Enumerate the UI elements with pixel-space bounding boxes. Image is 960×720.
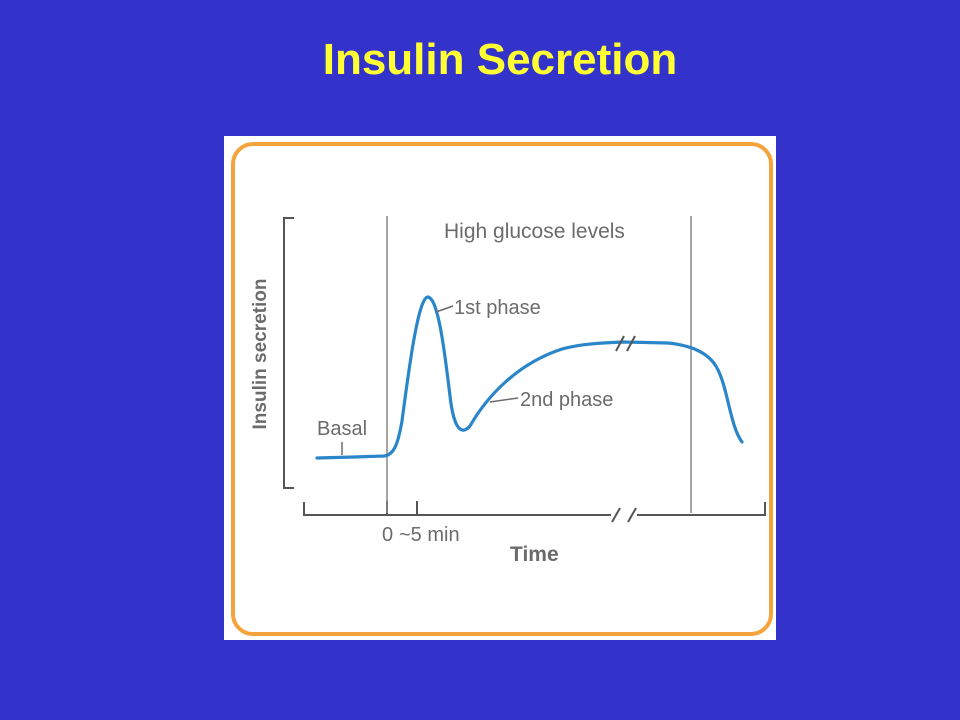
first-phase-leader	[435, 305, 454, 313]
curve-break-mark	[615, 335, 636, 352]
x-axis-label: Time	[510, 543, 559, 566]
basal-label: Basal	[317, 418, 367, 440]
high-glucose-label: High glucose levels	[444, 220, 625, 243]
second-phase-label: 2nd phase	[520, 389, 613, 411]
y-axis-bracket	[283, 217, 294, 489]
insulin-secretion-figure: Insulin secretion High glucose levels	[224, 136, 776, 640]
figure-frame	[231, 142, 773, 636]
figure-canvas: Insulin secretion High glucose levels	[231, 142, 773, 636]
x-axis	[303, 502, 766, 516]
second-phase-leader	[489, 397, 519, 403]
tick-label-zero: 0	[382, 524, 393, 546]
slide-title: Insulin Secretion	[322, 35, 678, 84]
y-axis-label: Insulin secretion	[250, 279, 271, 430]
first-phase-label: 1st phase	[454, 297, 541, 319]
insulin-curve	[315, 295, 744, 460]
x-axis-break-mark	[611, 507, 637, 523]
tick-label-five-min: ~5 min	[399, 524, 460, 546]
